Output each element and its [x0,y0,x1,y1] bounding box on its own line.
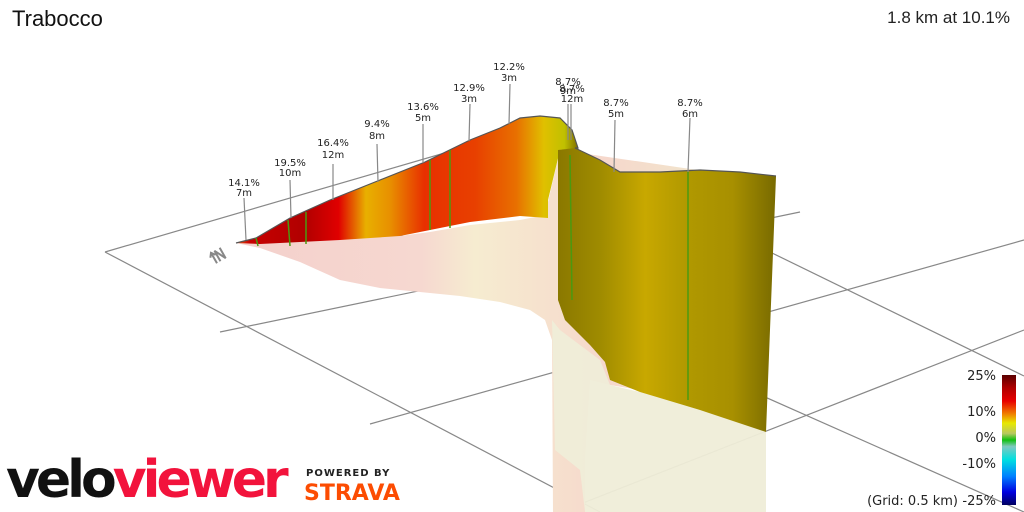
svg-text:5m: 5m [415,113,431,124]
svg-text:8.7%: 8.7% [555,77,580,88]
svg-text:8m: 8m [369,131,385,142]
north-arrow-icon [209,247,227,264]
profile-ridge [235,115,777,244]
svg-text:8.7%: 8.7% [559,84,584,95]
gradient-markers [243,83,691,241]
strava-logo[interactable]: STRAVA [304,481,400,506]
svg-text:-25%: -25% [962,494,996,509]
segment-summary: 1.8 km at 10.1% [887,8,1010,27]
svg-text:16.4%: 16.4% [317,138,349,149]
svg-text:8.7%: 8.7% [603,98,628,109]
veloviewer-logo[interactable]: veloviewer [6,450,289,510]
svg-text:0%: 0% [975,431,996,446]
svg-text:9m: 9m [560,86,576,97]
svg-text:8.7%: 8.7% [677,98,702,109]
svg-text:3m: 3m [461,94,477,105]
svg-text:7m: 7m [236,188,252,199]
svg-text:14.1%: 14.1% [228,178,260,189]
svg-text:10%: 10% [967,405,996,420]
svg-text:12m: 12m [561,94,583,105]
svg-text:10m: 10m [279,168,301,179]
gradient-legend: 25% 10% 0% -10% -25% (Grid: 0.5 km) [867,369,1016,509]
svg-text:12.2%: 12.2% [493,62,525,73]
profile-wall-climb [236,116,578,244]
svg-text:19.5%: 19.5% [274,158,306,169]
svg-text:13.6%: 13.6% [407,102,439,113]
svg-text:3m: 3m [501,73,517,84]
svg-text:6m: 6m [682,109,698,120]
profile-wall-descent [558,148,776,432]
gradient-marker-labels: 14.1% 7m 19.5% 10m 16.4% 12m 9.4% 8m 13.… [228,62,703,199]
svg-text:(Grid: 0.5 km): (Grid: 0.5 km) [867,494,958,509]
svg-text:5m: 5m [608,109,624,120]
svg-text:12m: 12m [322,150,344,161]
svg-text:9.4%: 9.4% [364,119,389,130]
svg-text:25%: 25% [967,369,996,384]
svg-text:-10%: -10% [962,457,996,472]
svg-text:12.9%: 12.9% [453,83,485,94]
legend-colorbar [1002,375,1016,505]
segment-title: Trabocco [12,6,103,31]
powered-by-label: POWERED BY [306,468,391,479]
